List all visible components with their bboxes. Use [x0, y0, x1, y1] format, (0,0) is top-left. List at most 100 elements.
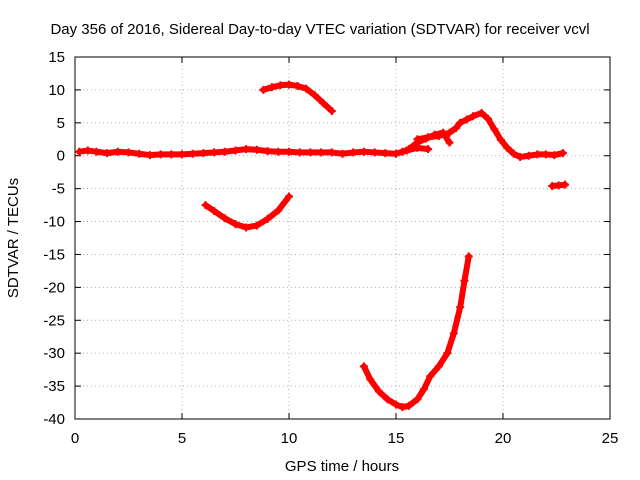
- data-series: [75, 80, 570, 412]
- data-point: [456, 303, 465, 312]
- data-point: [374, 387, 383, 396]
- data-point: [327, 148, 336, 157]
- grid: [75, 57, 610, 419]
- data-point: [199, 149, 208, 158]
- data-point: [327, 106, 336, 115]
- data-point: [451, 124, 460, 133]
- data-point: [263, 214, 272, 223]
- series-deep_arc: [359, 252, 473, 412]
- data-point: [285, 147, 293, 156]
- series-upper_arc: [259, 80, 336, 115]
- series-baseline: [75, 143, 433, 160]
- data-point: [210, 207, 219, 216]
- y-tick-label: -20: [43, 279, 65, 296]
- x-axis-label: GPS time / hours: [285, 458, 399, 475]
- data-point: [167, 150, 176, 159]
- x-tick-label: 25: [602, 430, 619, 447]
- data-point: [231, 146, 240, 155]
- data-point: [561, 180, 570, 189]
- data-point: [135, 149, 144, 158]
- data-point: [113, 147, 122, 156]
- series-late_segment: [548, 180, 570, 191]
- data-point: [541, 150, 550, 159]
- data-point: [398, 147, 407, 156]
- data-point: [456, 118, 465, 127]
- x-tick-label: 15: [388, 430, 405, 447]
- data-point: [242, 223, 251, 232]
- data-point: [413, 138, 422, 147]
- data-point: [516, 153, 525, 162]
- y-axis-ticks: 15 10 5 0 -5 -10 -15 -20 -25 -30 -35 -40: [43, 49, 610, 428]
- data-point: [550, 151, 559, 160]
- data-point: [276, 81, 285, 90]
- y-tick-label: 5: [57, 115, 65, 132]
- data-point: [509, 149, 518, 158]
- data-point: [310, 91, 319, 100]
- y-axis-label: SDTVAR / TECUs: [5, 178, 22, 298]
- data-point: [124, 148, 133, 157]
- data-point: [426, 372, 435, 381]
- series-rise2: [398, 128, 454, 156]
- data-point: [252, 145, 261, 154]
- data-point: [366, 375, 375, 384]
- chart-title: Day 356 of 2016, Sidereal Day-to-day VTE…: [50, 21, 589, 38]
- data-point: [231, 220, 240, 229]
- data-point: [383, 395, 392, 404]
- data-point: [317, 148, 326, 157]
- data-point: [306, 148, 315, 157]
- data-point: [503, 143, 512, 152]
- data-point: [178, 150, 186, 159]
- data-point: [75, 147, 84, 156]
- data-point: [398, 403, 407, 412]
- y-tick-label: -5: [52, 181, 65, 198]
- data-point: [381, 149, 390, 158]
- data-point: [210, 148, 219, 157]
- data-point: [285, 80, 293, 89]
- data-point: [267, 83, 276, 92]
- data-point: [490, 125, 499, 134]
- data-point: [533, 150, 542, 159]
- data-point: [103, 149, 112, 158]
- data-point: [319, 99, 328, 108]
- data-point: [462, 115, 471, 124]
- data-point: [434, 362, 443, 371]
- data-point: [524, 151, 533, 160]
- data-point: [496, 135, 505, 144]
- data-point: [259, 85, 268, 94]
- x-axis-ticks: 0 5 10 15 20 25: [71, 57, 619, 447]
- data-point: [484, 114, 493, 123]
- data-point: [413, 395, 422, 404]
- data-point: [404, 401, 413, 410]
- y-tick-label: 15: [48, 49, 65, 66]
- data-point: [421, 134, 430, 143]
- data-point: [349, 148, 358, 157]
- data-point: [188, 149, 197, 158]
- data-point: [274, 147, 283, 156]
- y-tick-label: -40: [43, 411, 65, 428]
- data-point: [392, 149, 400, 158]
- data-point: [404, 145, 413, 154]
- data-point: [285, 192, 293, 201]
- data-point: [252, 221, 261, 230]
- data-point: [274, 206, 283, 215]
- data-point: [477, 108, 486, 117]
- data-point: [145, 151, 154, 160]
- y-tick-label: 0: [57, 148, 65, 165]
- y-tick-label: -30: [43, 345, 65, 362]
- data-point: [392, 400, 400, 409]
- x-tick-label: 0: [71, 430, 79, 447]
- data-point: [92, 147, 101, 156]
- data-point: [201, 201, 210, 210]
- data-point: [445, 138, 454, 147]
- y-tick-label: -15: [43, 246, 65, 263]
- data-point: [302, 84, 311, 93]
- data-point: [460, 276, 469, 285]
- data-point: [449, 329, 458, 338]
- data-point: [83, 146, 92, 155]
- series-trace: [360, 253, 472, 411]
- data-point: [295, 148, 304, 157]
- data-point: [220, 147, 229, 156]
- series-trace: [76, 144, 432, 159]
- data-point: [220, 214, 229, 223]
- y-tick-label: -10: [43, 214, 65, 231]
